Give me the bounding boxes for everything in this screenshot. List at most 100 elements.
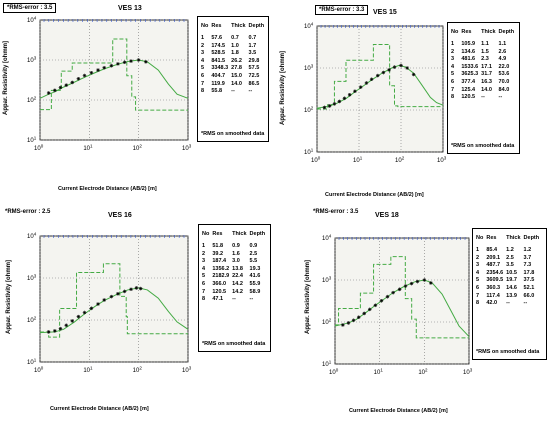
table-cell: 52.1	[523, 284, 535, 291]
x-tick-label: 100	[34, 144, 44, 153]
table-cell: 15.0	[231, 72, 242, 79]
observed-point	[387, 68, 391, 72]
observed-point	[89, 306, 94, 311]
table-cell: 7	[202, 288, 206, 295]
ves-16-panel: 100 101 102 103 101 102 103 104 *RMS-error : 2.…	[0, 208, 275, 428]
table-cell: 7	[476, 292, 480, 299]
table-cell: 57.6	[211, 35, 223, 41]
table-cell: 1.1	[481, 41, 489, 47]
chart-title: VES 13	[118, 5, 142, 12]
observed-point	[409, 281, 414, 286]
table-cell: 8	[451, 94, 455, 101]
x-tick-label: 100	[34, 366, 44, 375]
table-cell: 4	[201, 57, 205, 64]
table-cell: 7	[201, 80, 205, 87]
table-row: 1 105.9 1.1 1.1	[451, 41, 517, 49]
observed-point	[381, 70, 386, 75]
observed-point	[89, 70, 94, 75]
observed-point	[346, 321, 351, 325]
y-axis-label: Appar. Resistivity [ohmm]	[3, 40, 9, 115]
observed-point	[134, 286, 139, 290]
table-cell: 105.9	[461, 41, 476, 47]
y-tick-label: 101	[304, 148, 314, 157]
table-cell: 4	[202, 265, 206, 272]
x-axis-label: Current Electrode Distance (AB/2) [m]	[349, 408, 448, 414]
y-axis-label: Appar. Resistivity [ohmm]	[305, 259, 311, 334]
table-row: 2 39.2 1.6 2.5	[202, 251, 268, 259]
rms-error-label: *RMS-error : 3.3	[315, 5, 369, 15]
observed-point	[364, 81, 369, 85]
observed-point	[422, 278, 427, 282]
y-tick-label: 103	[322, 276, 332, 285]
table-cell: --	[231, 88, 235, 95]
observed-point	[391, 290, 395, 295]
ves-13-panel: 100 101 102 103 101 102 103 104 *RMS-error : 3.…	[0, 0, 275, 214]
x-tick-label: 101	[374, 368, 384, 377]
table-row: 7 125.4 14.0 84.0	[451, 87, 517, 95]
table-header: Depth	[523, 235, 540, 241]
model-step-line	[335, 256, 469, 339]
table-cell: 404.7	[211, 72, 226, 79]
observed-point	[341, 323, 345, 327]
table-header: Res	[461, 29, 472, 35]
table-cell: 72.5	[248, 72, 260, 79]
observed-point	[337, 99, 342, 104]
y-tick-label: 102	[27, 316, 37, 325]
table-cell: 1.8	[231, 50, 239, 57]
table-cell: 2.3	[481, 56, 489, 63]
table-cell: 2182.9	[212, 273, 230, 280]
y-tick-label: 103	[27, 274, 37, 283]
table-cell: 1.7	[248, 42, 257, 49]
table-cell: 487.7	[486, 262, 501, 269]
model-step-line	[40, 38, 188, 111]
table-row: 7 120.5 14.2 58.9	[202, 289, 268, 297]
rms-error-label: *RMS-error : 3.5	[310, 208, 362, 216]
table-cell: 3609.5	[486, 277, 504, 284]
table-cell: 7	[451, 86, 455, 93]
x-tick-label: 101	[83, 144, 93, 153]
table-cell: 0.7	[248, 35, 257, 41]
x-tick-label: 103	[437, 156, 447, 165]
table-row: 3 528.5 1.8 3.5	[201, 50, 267, 58]
table-cell: 1	[201, 35, 205, 41]
layer-table: No Res Thick Depth 1 51.8 0.9 0.9 2 39.2 1.6 2.5 3 18…	[198, 224, 271, 352]
y-tick-label: 104	[27, 232, 37, 241]
table-cell: --	[249, 296, 254, 303]
layer-table: No Res Thick Depth 1 105.9 1.1 1.1 2 134.6 1.5 2.6 3…	[447, 22, 520, 154]
table-header: Depth	[248, 23, 265, 29]
x-tick-label: 103	[182, 366, 192, 375]
table-row: 4 1533.6 17.1 22.0	[451, 64, 517, 72]
observed-point	[109, 294, 114, 299]
table-row: 7 117.4 13.9 66.0	[476, 293, 542, 301]
table-cell: 14.2	[232, 288, 243, 295]
observed-point	[122, 289, 127, 294]
table-cell: 1	[476, 247, 480, 253]
table-cell: 1.2	[523, 247, 532, 253]
table-cell: 3	[202, 258, 206, 265]
x-tick-label: 101	[83, 366, 93, 375]
table-header: No	[202, 231, 210, 237]
x-axis-label: Current Electrode Distance (AB/2) [m]	[325, 192, 424, 198]
observed-point	[58, 326, 63, 331]
table-cell: 134.6	[461, 48, 476, 55]
table-row: 3 187.4 3.0 5.5	[202, 258, 268, 266]
observed-point	[362, 311, 366, 316]
observed-point	[116, 62, 120, 66]
table-row: 8 120.5 -- --	[451, 94, 517, 102]
table-header: Res	[486, 235, 497, 241]
table-cell: 841.5	[211, 57, 226, 64]
table-header: Thick	[481, 29, 496, 35]
observed-point	[397, 287, 402, 292]
table-cell: 47.1	[212, 296, 224, 303]
table-header: Thick	[506, 235, 521, 241]
table-row: 5 2182.9 22.4 41.6	[202, 273, 268, 281]
table-cell: --	[481, 94, 485, 101]
table-cell: 31.7	[481, 71, 492, 78]
table-row: 6 404.7 15.0 72.5	[201, 73, 267, 81]
table-row: 4 2354.6 10.5 17.8	[476, 270, 542, 278]
table-cell: 55.8	[211, 88, 223, 95]
